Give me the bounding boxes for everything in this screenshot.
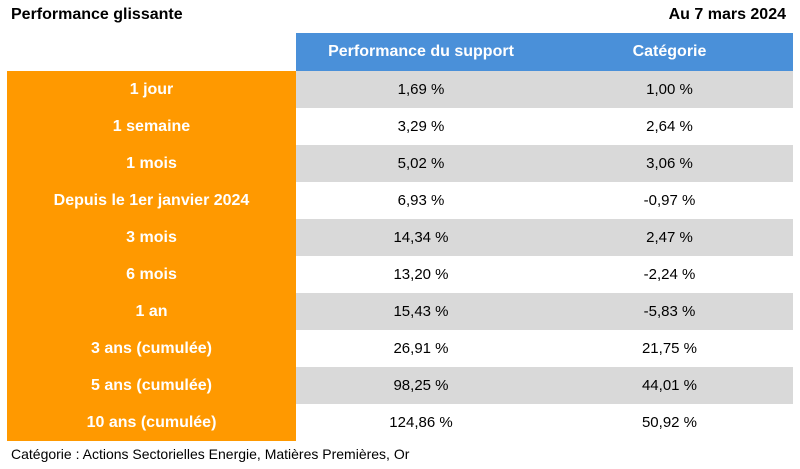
table-row: 1 an 15,43 % -5,83 % — [7, 293, 793, 330]
support-performance-value: 124,86 % — [296, 404, 546, 441]
table-row: Depuis le 1er janvier 2024 6,93 % -0,97 … — [7, 182, 793, 219]
performance-table: Performance du support Catégorie 1 jour … — [7, 33, 793, 441]
support-performance-value: 13,20 % — [296, 256, 546, 293]
header-support-performance: Performance du support — [296, 33, 546, 71]
table-row: 1 jour 1,69 % 1,00 % — [7, 71, 793, 108]
category-performance-value: 44,01 % — [546, 367, 793, 404]
category-performance-value: 21,75 % — [546, 330, 793, 367]
support-performance-value: 14,34 % — [296, 219, 546, 256]
category-performance-value: -2,24 % — [546, 256, 793, 293]
period-label: 3 ans (cumulée) — [7, 330, 296, 367]
category-performance-value: 3,06 % — [546, 145, 793, 182]
period-label: 1 mois — [7, 145, 296, 182]
table-header-row: Performance du support Catégorie — [7, 33, 793, 71]
period-label: 3 mois — [7, 219, 296, 256]
category-performance-value: 1,00 % — [546, 71, 793, 108]
page-title: Performance glissante — [11, 6, 183, 23]
as-of-date: Au 7 mars 2024 — [668, 6, 786, 23]
category-performance-value: -0,97 % — [546, 182, 793, 219]
support-performance-value: 6,93 % — [296, 182, 546, 219]
category-performance-value: 50,92 % — [546, 404, 793, 441]
support-performance-value: 1,69 % — [296, 71, 546, 108]
period-label: Depuis le 1er janvier 2024 — [7, 182, 296, 219]
table-row: 3 ans (cumulée) 26,91 % 21,75 % — [7, 330, 793, 367]
category-performance-value: 2,64 % — [546, 108, 793, 145]
support-performance-value: 5,02 % — [296, 145, 546, 182]
period-label: 1 an — [7, 293, 296, 330]
support-performance-value: 15,43 % — [296, 293, 546, 330]
period-label: 1 semaine — [7, 108, 296, 145]
support-performance-value: 98,25 % — [296, 367, 546, 404]
period-label: 1 jour — [7, 71, 296, 108]
support-performance-value: 3,29 % — [296, 108, 546, 145]
header-category: Catégorie — [546, 33, 793, 71]
table-row: 10 ans (cumulée) 124,86 % 50,92 % — [7, 404, 793, 441]
period-label: 5 ans (cumulée) — [7, 367, 296, 404]
category-performance-value: -5,83 % — [546, 293, 793, 330]
period-label: 10 ans (cumulée) — [7, 404, 296, 441]
category-performance-value: 2,47 % — [546, 219, 793, 256]
header-corner-cell — [7, 33, 296, 71]
table-row: 6 mois 13,20 % -2,24 % — [7, 256, 793, 293]
table-row: 3 mois 14,34 % 2,47 % — [7, 219, 793, 256]
category-footnote: Catégorie : Actions Sectorielles Energie… — [11, 446, 410, 462]
table-row: 1 mois 5,02 % 3,06 % — [7, 145, 793, 182]
period-label: 6 mois — [7, 256, 296, 293]
table-row: 1 semaine 3,29 % 2,64 % — [7, 108, 793, 145]
table-row: 5 ans (cumulée) 98,25 % 44,01 % — [7, 367, 793, 404]
support-performance-value: 26,91 % — [296, 330, 546, 367]
